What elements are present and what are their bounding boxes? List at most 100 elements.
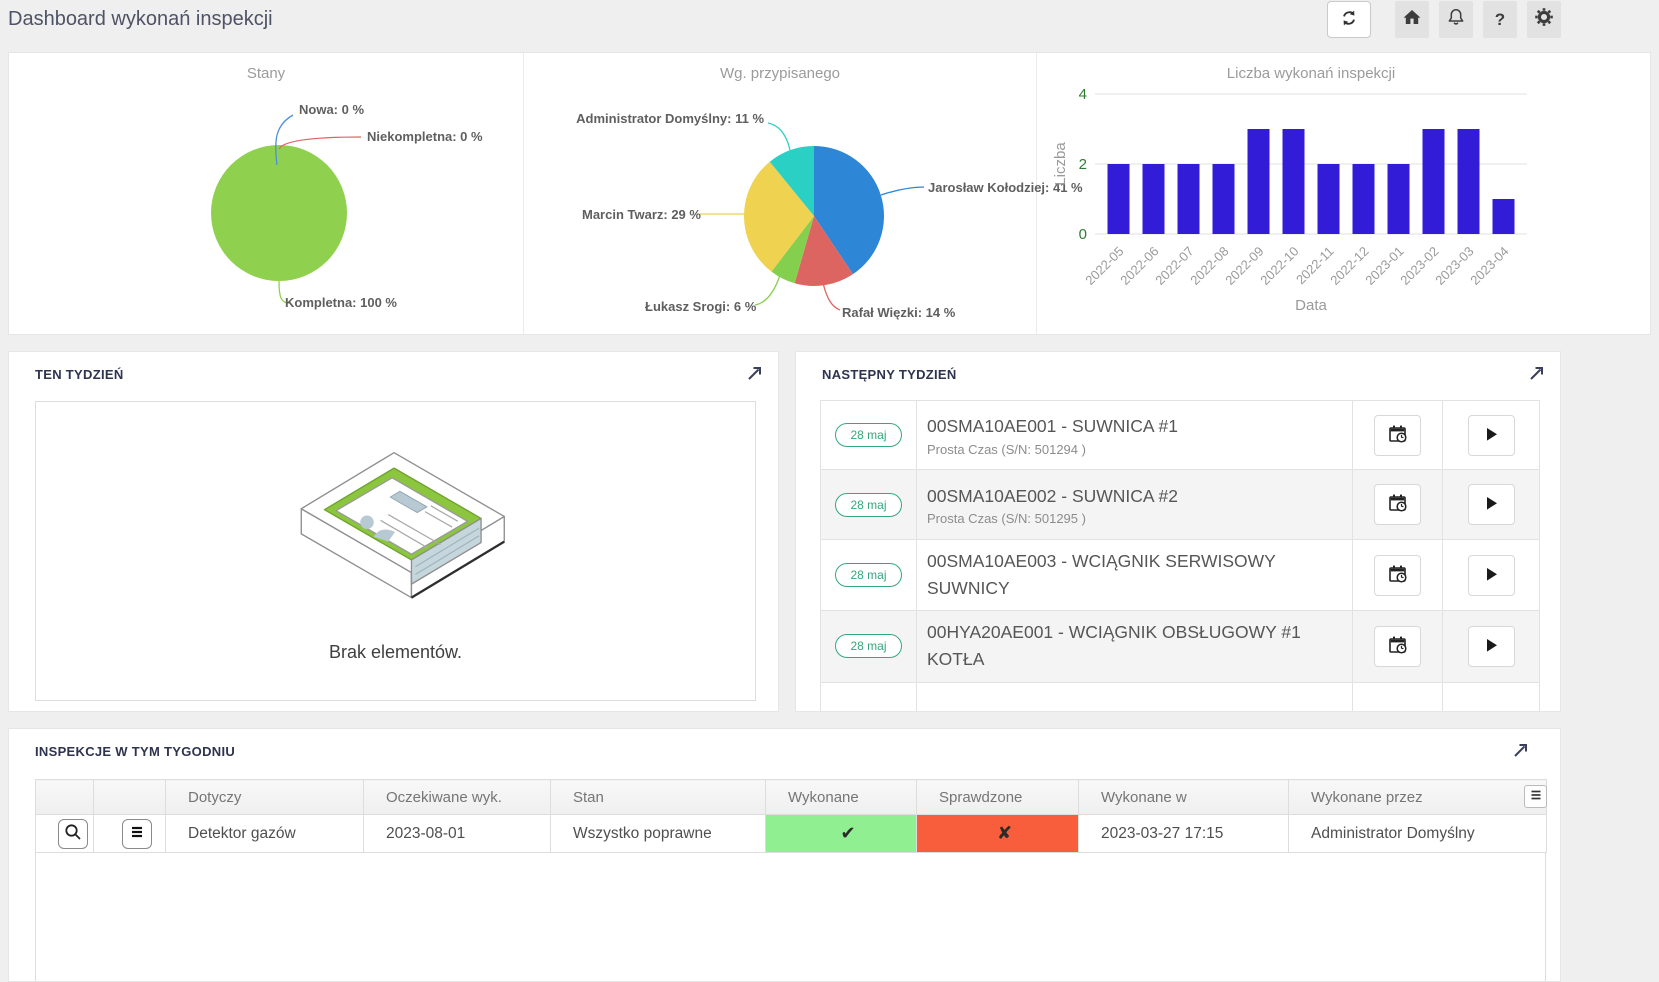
empty-state-text: Brak elementów.: [328, 642, 463, 662]
hamburger-icon: [127, 822, 147, 845]
schedule-button[interactable]: [1374, 625, 1421, 667]
date-badge: 28 maj: [835, 492, 902, 517]
svg-text:Liczba: Liczba: [1052, 142, 1069, 186]
svg-text:2: 2: [1079, 156, 1087, 173]
home-button[interactable]: [1395, 1, 1429, 38]
empty-tray-illustration: [280, 439, 512, 626]
cell-oczekiwane: 2023-08-01: [363, 814, 551, 853]
calendar-clock-icon: [1387, 563, 1409, 588]
topbar: Dashboard wykonań inspekcji: [0, 0, 1659, 44]
inspection-row: Detektor gazów 2023-08-01 Wszystko popra…: [35, 814, 1547, 853]
col-dotyczy: Dotyczy: [165, 779, 364, 815]
next-week-row: 28 maj 00SMA10AE001 - SUWNICA #1 Prosta …: [820, 400, 1540, 470]
refresh-icon: [1339, 8, 1359, 31]
this-week-panel: TEN TYDZIEŃ: [8, 351, 779, 712]
chart-przypisani-title: Wg. przypisanego: [719, 65, 841, 82]
question-icon: ?: [1494, 9, 1506, 29]
inspections-head: INSPEKCJE W TYM TYGODNIU: [9, 729, 1560, 777]
play-button[interactable]: [1467, 484, 1515, 525]
next-week-list: 28 maj 00SMA10AE001 - SUWNICA #1 Prosta …: [820, 400, 1540, 711]
topbar-actions: ?: [1327, 1, 1561, 38]
liczba-bar-chart: 0242022-052022-062022-072022-082022-0920…: [1052, 86, 1527, 314]
expand-this-week-button[interactable]: [744, 364, 764, 384]
gear-icon: [1534, 7, 1554, 32]
table-menu-button[interactable]: [1524, 785, 1547, 808]
schedule-button[interactable]: [1374, 484, 1421, 525]
stany-pie-chart: [211, 114, 362, 304]
col-sprawdzone: Sprawdzone: [916, 779, 1079, 815]
refresh-button[interactable]: [1327, 1, 1371, 38]
sprawdzone-cell: ✘: [916, 814, 1079, 853]
expand-inspections-button[interactable]: [1510, 741, 1530, 761]
date-badge: 28 maj: [835, 634, 902, 659]
expand-next-week-button[interactable]: [1526, 364, 1546, 384]
chart-stany-title: Stany: [246, 65, 286, 82]
svg-text:4: 4: [1079, 86, 1087, 103]
pie-label-kompletna: Kompletna: 100 %: [285, 295, 397, 310]
cell-wykonane-w: 2023-03-27 17:15: [1078, 814, 1289, 853]
schedule-button[interactable]: [1374, 554, 1421, 596]
schedule-button[interactable]: [1374, 414, 1421, 456]
row-menu-button[interactable]: [121, 818, 152, 849]
next-week-panel: NASTĘPNY TYDZIEŃ 28 maj 00SMA10AE001 - S…: [795, 351, 1561, 712]
cell-dotyczy: Detektor gazów: [165, 814, 364, 853]
this-week-head: TEN TYDZIEŃ: [9, 352, 778, 400]
charts-panel: Stany Nowa: 0 % Niekompletna: 0 % Komple…: [8, 52, 1651, 335]
next-week-row: 28 maj 00SMA10AE003 - WCIĄGNIK SERWISOWY…: [820, 539, 1540, 612]
play-button[interactable]: [1467, 414, 1515, 456]
calendar-clock-icon: [1387, 423, 1409, 448]
bell-icon: [1446, 7, 1466, 32]
svg-text:Data: Data: [1295, 297, 1327, 314]
calendar-clock-icon: [1387, 492, 1409, 517]
item-title: 00SMA10AE001 - SUWNICA #1: [927, 416, 1178, 437]
expand-icon: [745, 367, 763, 385]
expand-icon: [1527, 367, 1545, 385]
item-title: 00SMA10AE002 - SUWNICA #2: [927, 485, 1178, 506]
preview-button[interactable]: [58, 818, 88, 849]
home-icon: [1402, 7, 1422, 32]
inspections-table: Dotyczy Oczekiwane wyk. Stan Wykonane Sp…: [35, 779, 1547, 853]
calendar-clock-icon: [1387, 634, 1409, 659]
notifications-button[interactable]: [1439, 1, 1473, 38]
svg-text:2023-04: 2023-04: [1467, 244, 1511, 288]
settings-button[interactable]: [1527, 1, 1561, 38]
inspections-header-row: Dotyczy Oczekiwane wyk. Stan Wykonane Sp…: [35, 779, 1547, 815]
play-icon: [1481, 564, 1501, 587]
wykonane-cell: ✔: [765, 814, 917, 853]
date-badge: 28 maj: [835, 563, 902, 588]
inspections-table-wrap: Dotyczy Oczekiwane wyk. Stan Wykonane Sp…: [35, 779, 1552, 981]
inspections-panel: INSPEKCJE W TYM TYGODNIU: [8, 728, 1561, 982]
col-stan: Stan: [550, 779, 766, 815]
play-icon: [1481, 635, 1501, 658]
col-wykonane-w: Wykonane w: [1078, 779, 1289, 815]
table-empty-body: [35, 853, 1546, 981]
pie-label-lukasz: Łukasz Srogi: 6 %: [645, 299, 757, 314]
play-icon: [1481, 424, 1501, 447]
pie-label-marcin: Marcin Twarz: 29 %: [582, 207, 701, 222]
chart-przypisani: Wg. przypisanego Administrator Domyślny:…: [524, 53, 1083, 334]
svg-text:2022-10: 2022-10: [1257, 244, 1301, 288]
pie-label-jaroslaw: Jarosław Kołodziej: 41 %: [928, 180, 1083, 195]
date-badge: 28 maj: [835, 423, 902, 447]
item-title: 00HYA20AE001 - WCIĄGNIK OBSŁUGOWY #1 KOT…: [927, 622, 1301, 670]
next-week-title: NASTĘPNY TYDZIEŃ: [822, 367, 957, 382]
play-button[interactable]: [1467, 554, 1515, 596]
bar-chart-title: Liczba wykonań inspekcji: [1226, 65, 1396, 82]
pie-label-nowa: Nowa: 0 %: [299, 102, 365, 117]
page-title: Dashboard wykonań inspekcji: [8, 8, 273, 30]
hamburger-icon: [1529, 788, 1543, 805]
play-button[interactable]: [1467, 625, 1515, 667]
cell-wykonane-przez: Administrator Domyślny: [1288, 814, 1547, 853]
chart-liczba-wykonan: Liczba wykonań inspekcji 0 2 4 2022-05 2022-…: [1037, 53, 1650, 334]
expand-icon: [1511, 744, 1529, 762]
help-button[interactable]: ?: [1483, 1, 1517, 38]
check-icon: ✔: [840, 823, 856, 843]
przypisani-pie-chart: [700, 122, 925, 311]
item-title: 00SMA10AE003 - WCIĄGNIK SERWISOWY SUWNIC…: [927, 551, 1276, 599]
next-week-head: NASTĘPNY TYDZIEŃ: [796, 352, 1560, 400]
item-subtitle: Prosta Czas (S/N: 501294 ): [927, 441, 1086, 457]
next-week-row: 28 maj 00HYA20AE001 - WCIĄGNIK OBSŁUGOWY…: [820, 610, 1540, 683]
inspections-title: INSPEKCJE W TYM TYGODNIU: [35, 744, 236, 759]
col-wykonane: Wykonane: [765, 779, 917, 815]
next-week-row-partial: [820, 681, 1540, 711]
